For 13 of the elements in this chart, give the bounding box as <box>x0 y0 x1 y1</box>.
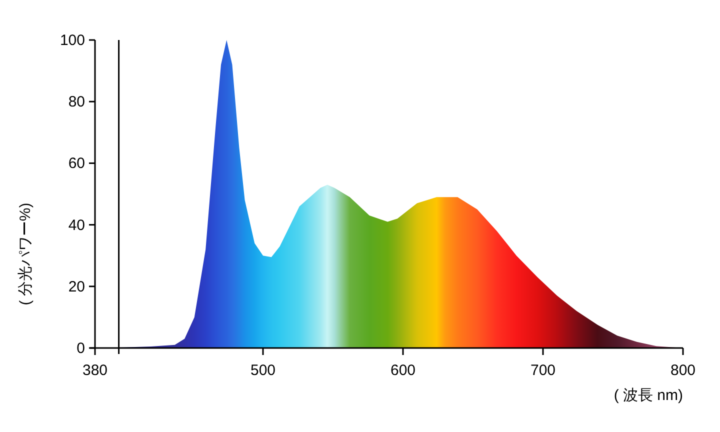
x-axis-title: ( 波長 nm) <box>614 387 683 404</box>
y-tick-label: 0 <box>76 340 85 357</box>
x-tick-label: 500 <box>250 362 276 379</box>
x-tick-label: 800 <box>670 362 696 379</box>
y-tick-label: 60 <box>68 155 85 172</box>
y-tick-label: 100 <box>60 32 85 49</box>
y-tick-label: 80 <box>68 94 85 111</box>
y-tick-label: 40 <box>68 216 85 234</box>
x-tick-label: 600 <box>390 362 416 379</box>
y-tick-label: 20 <box>68 278 85 296</box>
y-axis-title: ( 分光パワー%) <box>17 202 34 306</box>
x-tick-label: 700 <box>530 362 556 379</box>
x-tick-label: 380 <box>82 362 108 379</box>
